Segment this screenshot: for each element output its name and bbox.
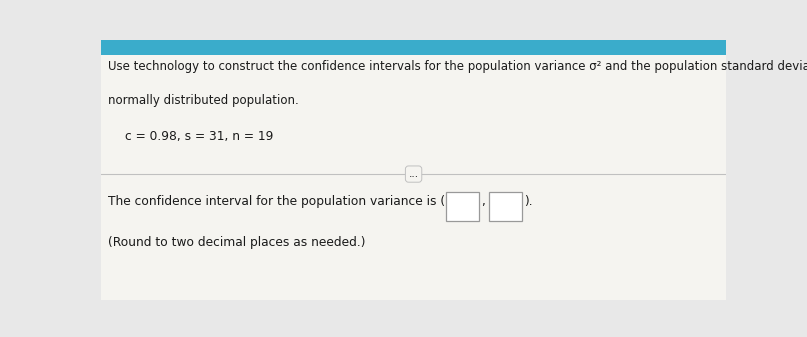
Text: Use technology to construct the confidence intervals for the population variance: Use technology to construct the confiden…: [108, 60, 807, 73]
Text: The confidence interval for the population variance is (: The confidence interval for the populati…: [108, 195, 445, 208]
FancyBboxPatch shape: [489, 192, 522, 221]
Text: (Round to two decimal places as needed.): (Round to two decimal places as needed.): [108, 236, 366, 249]
Text: ).: ).: [524, 195, 533, 208]
Text: ,: ,: [481, 195, 485, 208]
Text: c = 0.98, s = 31, n = 19: c = 0.98, s = 31, n = 19: [124, 130, 273, 143]
Text: normally distributed population.: normally distributed population.: [108, 94, 299, 106]
FancyBboxPatch shape: [101, 40, 726, 55]
FancyBboxPatch shape: [101, 40, 726, 300]
FancyBboxPatch shape: [446, 192, 479, 221]
Text: ...: ...: [408, 169, 419, 179]
